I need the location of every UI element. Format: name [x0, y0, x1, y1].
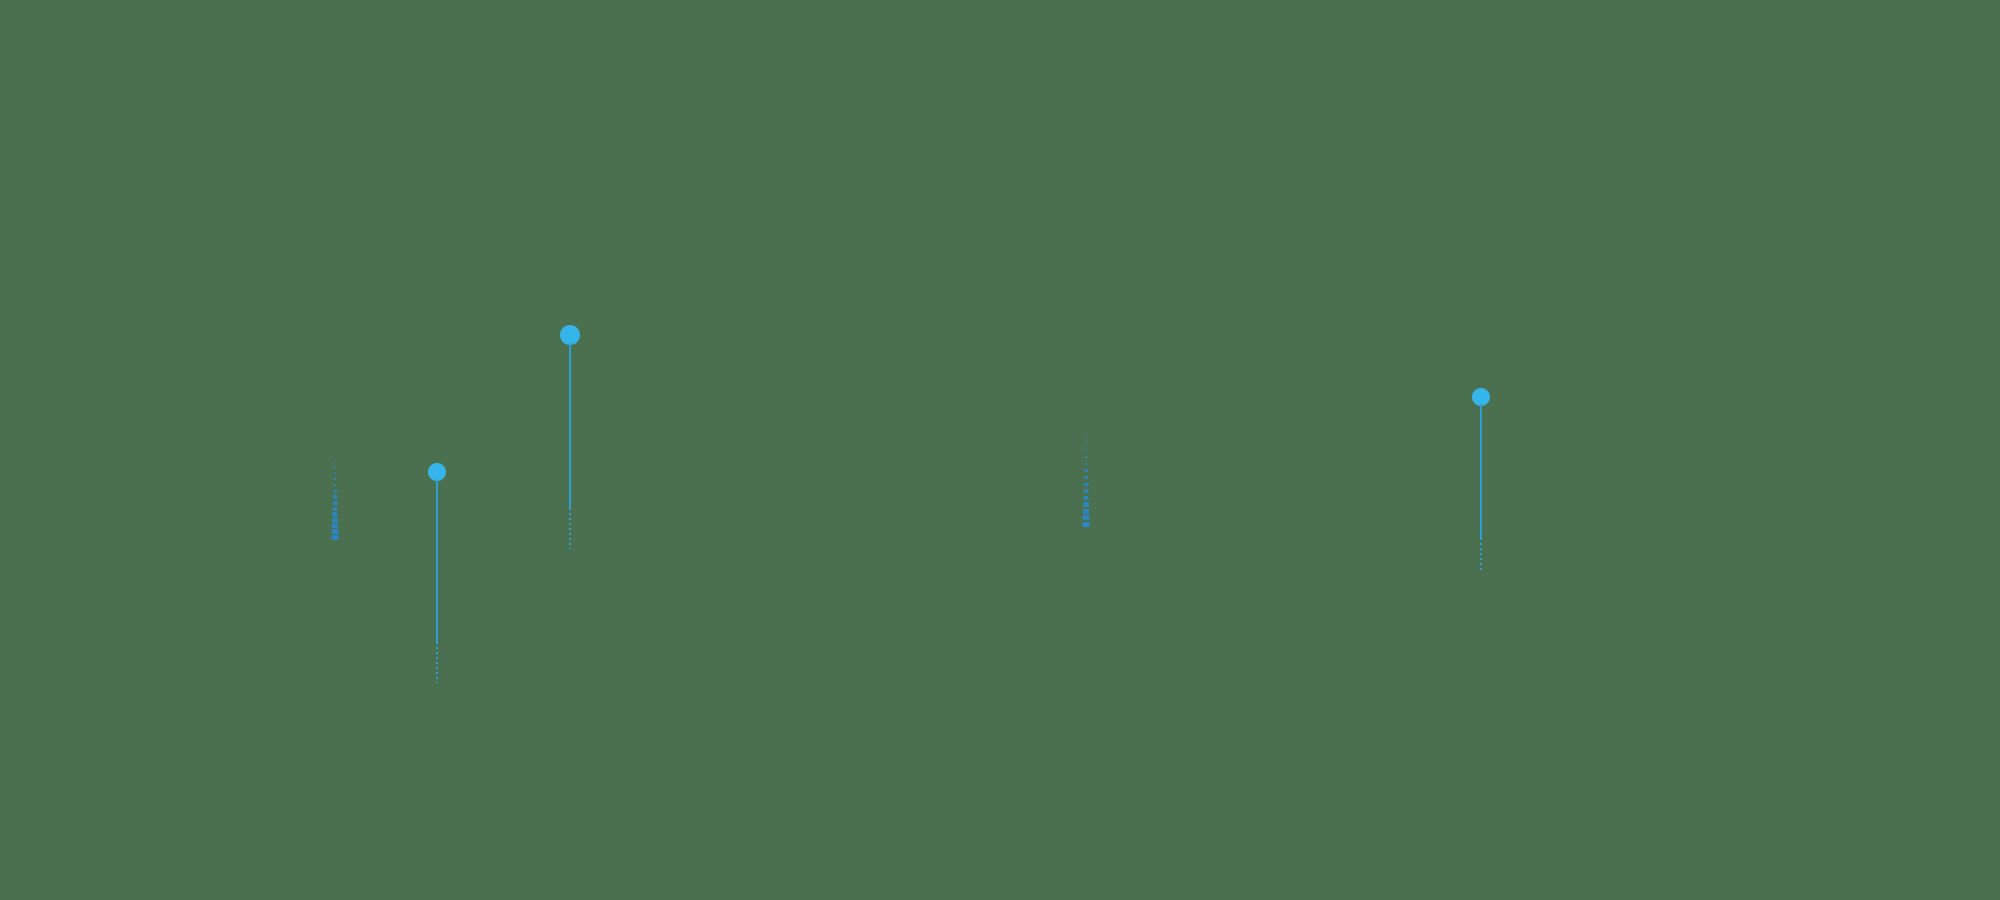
- map-pin-stem: [569, 343, 571, 508]
- map-pin-head-icon[interactable]: [1472, 388, 1490, 406]
- map-marker-pin-right[interactable]: [1472, 388, 1490, 571]
- map-marker-taper-segment: [1084, 469, 1088, 473]
- map-marker-taper-segment: [331, 534, 339, 540]
- map-marker-taper-segment: [1084, 462, 1088, 466]
- map-marker-taper-segment: [332, 501, 338, 505]
- map-marker-taper-segment: [1083, 489, 1089, 494]
- map-marker-taper-segment: [334, 460, 336, 462]
- map-marker-taper-center[interactable]: [1081, 435, 1091, 527]
- map-pin-stem: [436, 479, 438, 642]
- map-marker-taper-segment: [1085, 441, 1087, 444]
- map-marker-taper-segment: [1085, 435, 1087, 437]
- map-pin-stem-fade: [1480, 538, 1482, 571]
- map-marker-taper-segment: [1083, 502, 1089, 507]
- map-marker-taper-segment: [334, 466, 336, 468]
- map-marker-taper-segment: [1082, 508, 1090, 514]
- map-marker-taper-segment: [332, 512, 338, 517]
- map-marker-taper-segment: [1083, 482, 1089, 487]
- map-pin-head-icon[interactable]: [428, 463, 446, 481]
- map-marker-taper-left[interactable]: [330, 460, 340, 540]
- map-pin-stem-fade: [569, 508, 571, 549]
- map-pin-head-icon[interactable]: [560, 325, 580, 345]
- map-marker-taper-segment: [333, 472, 337, 475]
- map-marker-taper-segment: [332, 518, 338, 523]
- map-marker-taper-segment: [331, 529, 339, 535]
- map-marker-taper-segment: [333, 489, 337, 493]
- map-pin-stem: [1480, 404, 1482, 538]
- map-marker-taper-segment: [1082, 515, 1090, 521]
- map-marker-taper-segment: [1083, 495, 1089, 500]
- map-marker-taper-segment: [1084, 475, 1088, 480]
- map-marker-taper-segment: [333, 483, 337, 487]
- map-pin-stem-fade: [436, 642, 438, 683]
- map-marker-taper-segment: [331, 523, 339, 529]
- map-marker-pin-upper[interactable]: [560, 325, 580, 549]
- map-marker-taper-segment: [1084, 455, 1088, 459]
- map-marker-taper-segment: [1084, 448, 1088, 451]
- map-marker-taper-segment: [332, 506, 338, 511]
- map-marker-taper-segment: [333, 477, 337, 481]
- map-marker-taper-segment: [1082, 521, 1090, 527]
- map-marker-taper-segment: [333, 495, 337, 499]
- map-marker-pin-left[interactable]: [428, 463, 446, 683]
